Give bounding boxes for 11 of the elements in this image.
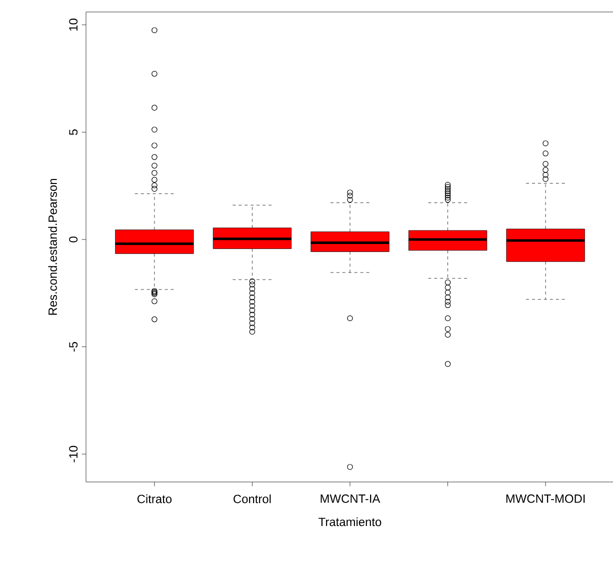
x-tick-label: MWCNT-IA xyxy=(320,494,380,503)
y-tick-label: 10 xyxy=(69,18,78,31)
x-tick-label: Control xyxy=(234,494,271,504)
x-axis-title: Tratamiento xyxy=(318,517,382,526)
y-tick-label: -5 xyxy=(69,342,78,352)
y-tick-label: 5 xyxy=(69,129,78,136)
y-tick-label: -10 xyxy=(69,446,78,462)
y-axis-title: Res.cond.estand.Pearson xyxy=(48,178,57,315)
x-tick-label: Citrato xyxy=(137,494,172,504)
x-tick-label: MWCNT-MODI xyxy=(506,494,585,503)
y-tick-label: 0 xyxy=(69,236,78,242)
